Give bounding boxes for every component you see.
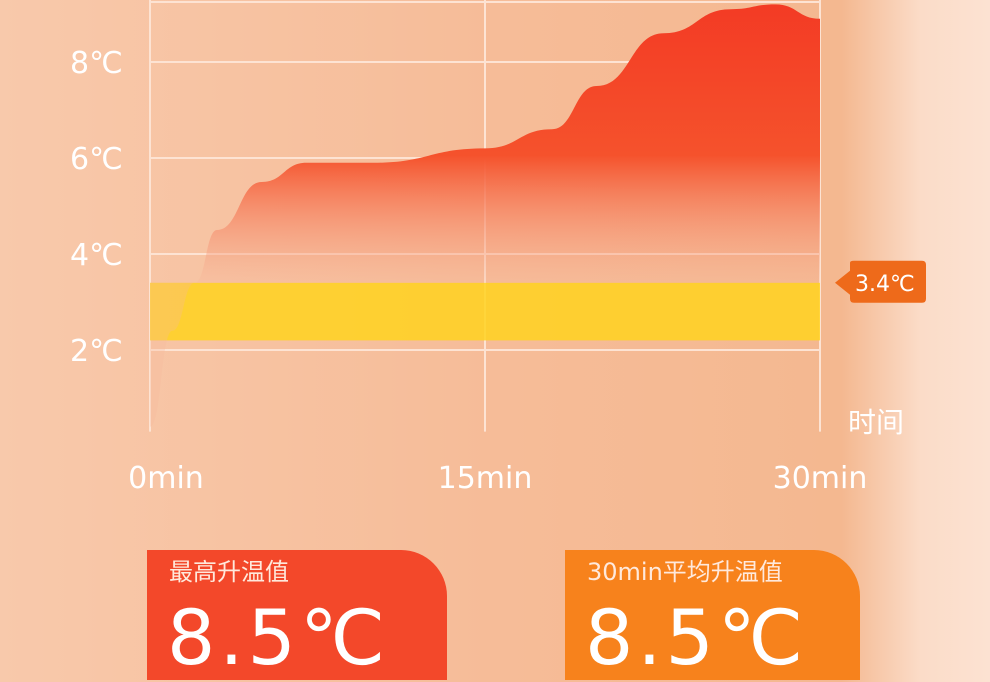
x-tick-label: 0min xyxy=(128,461,204,496)
card-value: 8.5℃ xyxy=(585,593,808,682)
x-tick-label: 30min xyxy=(773,461,868,496)
card-label: 30min平均升温值 xyxy=(587,558,783,586)
band-annotation: 3.4℃ xyxy=(835,260,926,303)
annotation-badge xyxy=(835,260,926,303)
card-label: 最高升温值 xyxy=(169,558,289,586)
x-axis-label: 时间 xyxy=(848,406,904,439)
avg-rise-card: 30min平均升温值 8.5℃ xyxy=(565,550,860,680)
annotation-label: 3.4℃ xyxy=(855,272,915,297)
y-tick-label: 4℃ xyxy=(70,238,123,273)
temperature-area xyxy=(150,4,820,427)
y-tick-label: 6℃ xyxy=(70,142,123,177)
y-tick-label: 2℃ xyxy=(70,334,123,369)
card-value: 8.5℃ xyxy=(167,593,390,682)
x-tick-label: 15min xyxy=(438,461,533,496)
temperature-chart: 2℃ 4℃ 6℃ 8℃ 0min 15min 30min 3.4℃ 时间 xyxy=(70,0,926,496)
max-rise-card: 最高升温值 8.5℃ xyxy=(147,550,447,680)
threshold-band xyxy=(150,282,820,341)
y-tick-label: 8℃ xyxy=(70,46,123,81)
